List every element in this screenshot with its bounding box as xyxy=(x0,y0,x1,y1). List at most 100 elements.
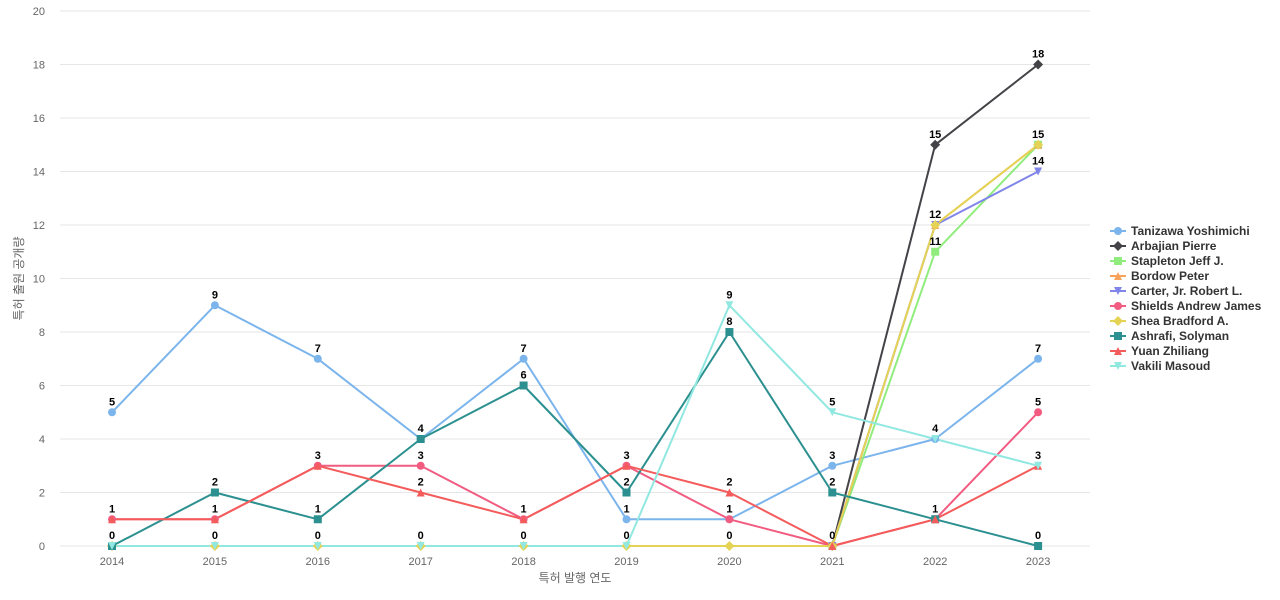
data-label: 11 xyxy=(929,236,941,248)
y-axis-title: 특허 출원 공개량 xyxy=(12,237,26,321)
data-label: 4 xyxy=(932,423,939,435)
data-point[interactable] xyxy=(930,139,941,150)
legend-item[interactable]: Yuan Zhiliang xyxy=(1110,344,1209,358)
data-point[interactable] xyxy=(1034,461,1043,470)
data-point[interactable] xyxy=(313,354,322,363)
data-label: 2 xyxy=(418,477,424,489)
data-point[interactable] xyxy=(1034,354,1043,363)
data-point[interactable] xyxy=(725,328,734,336)
data-point[interactable] xyxy=(313,461,322,470)
data-point[interactable] xyxy=(108,408,116,417)
data-label: 0 xyxy=(109,530,115,542)
data-label: 1 xyxy=(109,503,115,515)
legend-label: Ashrafi, Solyman xyxy=(1131,329,1229,343)
data-point[interactable] xyxy=(622,542,631,550)
data-label: 1 xyxy=(315,503,321,515)
legend-label: Bordow Peter xyxy=(1131,269,1209,283)
data-point[interactable] xyxy=(1034,408,1043,417)
data-label: 2 xyxy=(829,477,835,489)
data-label: 8 xyxy=(726,316,732,328)
x-tick-label: 2020 xyxy=(717,556,741,568)
x-tick-label: 2015 xyxy=(203,556,227,568)
data-point[interactable] xyxy=(931,247,940,256)
legend-label: Arbajian Pierre xyxy=(1131,239,1217,253)
data-label: 1 xyxy=(726,503,732,515)
y-tick-label: 6 xyxy=(39,381,45,393)
data-label: 0 xyxy=(829,530,835,542)
data-point[interactable] xyxy=(108,542,116,550)
data-point[interactable] xyxy=(416,488,425,497)
legend-item[interactable]: Shields Andrew James xyxy=(1110,299,1262,313)
series-line xyxy=(831,143,1040,547)
data-point[interactable] xyxy=(1034,167,1043,176)
data-point[interactable] xyxy=(828,408,837,417)
data-point[interactable] xyxy=(828,488,837,497)
data-point[interactable] xyxy=(930,220,941,230)
data-point[interactable] xyxy=(416,435,425,443)
legend-item[interactable]: Shea Bradford A. xyxy=(1110,314,1229,328)
data-label: 5 xyxy=(829,396,835,408)
series-lines xyxy=(111,63,1040,547)
legend-symbol xyxy=(1113,241,1123,251)
legend-item[interactable]: Vakili Masoud xyxy=(1110,359,1210,373)
data-point[interactable] xyxy=(1033,139,1044,150)
grid xyxy=(60,10,1090,547)
data-point[interactable] xyxy=(416,461,425,470)
data-point[interactable] xyxy=(1034,542,1043,550)
data-label: 1 xyxy=(212,503,218,515)
data-point[interactable] xyxy=(828,461,837,470)
data-point[interactable] xyxy=(828,542,837,550)
series-markers xyxy=(107,59,1044,551)
data-point[interactable] xyxy=(725,488,734,497)
legend-symbol xyxy=(1114,272,1122,280)
legend-item[interactable]: Carter, Jr. Robert L. xyxy=(1110,284,1242,298)
data-label: 5 xyxy=(1035,396,1041,408)
data-label: 9 xyxy=(726,289,732,301)
data-label: 14 xyxy=(1032,156,1045,168)
legend-label: Stapleton Jeff J. xyxy=(1131,254,1224,268)
data-label: 0 xyxy=(1035,530,1041,542)
data-point[interactable] xyxy=(931,515,940,524)
data-label: 4 xyxy=(418,423,425,435)
data-point[interactable] xyxy=(210,542,219,550)
y-tick-label: 8 xyxy=(39,327,45,339)
data-point[interactable] xyxy=(313,515,322,524)
y-tick-label: 0 xyxy=(39,541,45,553)
data-point[interactable] xyxy=(1033,59,1044,70)
data-point[interactable] xyxy=(519,354,528,363)
legend-item[interactable]: Bordow Peter xyxy=(1110,269,1209,283)
data-point[interactable] xyxy=(519,381,528,390)
legend-item[interactable]: Arbajian Pierre xyxy=(1110,239,1217,253)
data-label: 3 xyxy=(623,450,629,462)
data-point[interactable] xyxy=(519,515,528,524)
series-line xyxy=(111,304,1040,547)
data-label: 2 xyxy=(212,477,218,489)
data-point[interactable] xyxy=(724,541,735,551)
data-point[interactable] xyxy=(931,435,940,443)
data-point[interactable] xyxy=(725,515,734,524)
data-label: 15 xyxy=(1032,129,1044,141)
data-point[interactable] xyxy=(622,461,631,470)
legend-item[interactable]: Ashrafi, Solyman xyxy=(1110,329,1229,343)
data-point[interactable] xyxy=(725,301,734,310)
data-point[interactable] xyxy=(622,515,631,524)
legend-symbol xyxy=(1114,227,1122,235)
x-axis-title: 특허 발행 연도 xyxy=(539,570,612,585)
data-point[interactable] xyxy=(210,301,219,310)
legend-symbol xyxy=(1114,257,1122,265)
data-point[interactable] xyxy=(210,515,219,524)
data-point[interactable] xyxy=(313,542,322,550)
data-point[interactable] xyxy=(519,542,528,550)
x-tick-label: 2021 xyxy=(820,556,844,568)
data-point[interactable] xyxy=(108,515,116,524)
data-label: 1 xyxy=(623,503,629,515)
data-point[interactable] xyxy=(210,488,219,497)
data-point[interactable] xyxy=(622,488,631,497)
data-label: 0 xyxy=(726,530,732,542)
legend-item[interactable]: Tanizawa Yoshimichi xyxy=(1110,224,1250,238)
legend-label: Carter, Jr. Robert L. xyxy=(1131,284,1242,298)
legend-item[interactable]: Stapleton Jeff J. xyxy=(1110,254,1224,268)
data-point[interactable] xyxy=(416,542,425,550)
